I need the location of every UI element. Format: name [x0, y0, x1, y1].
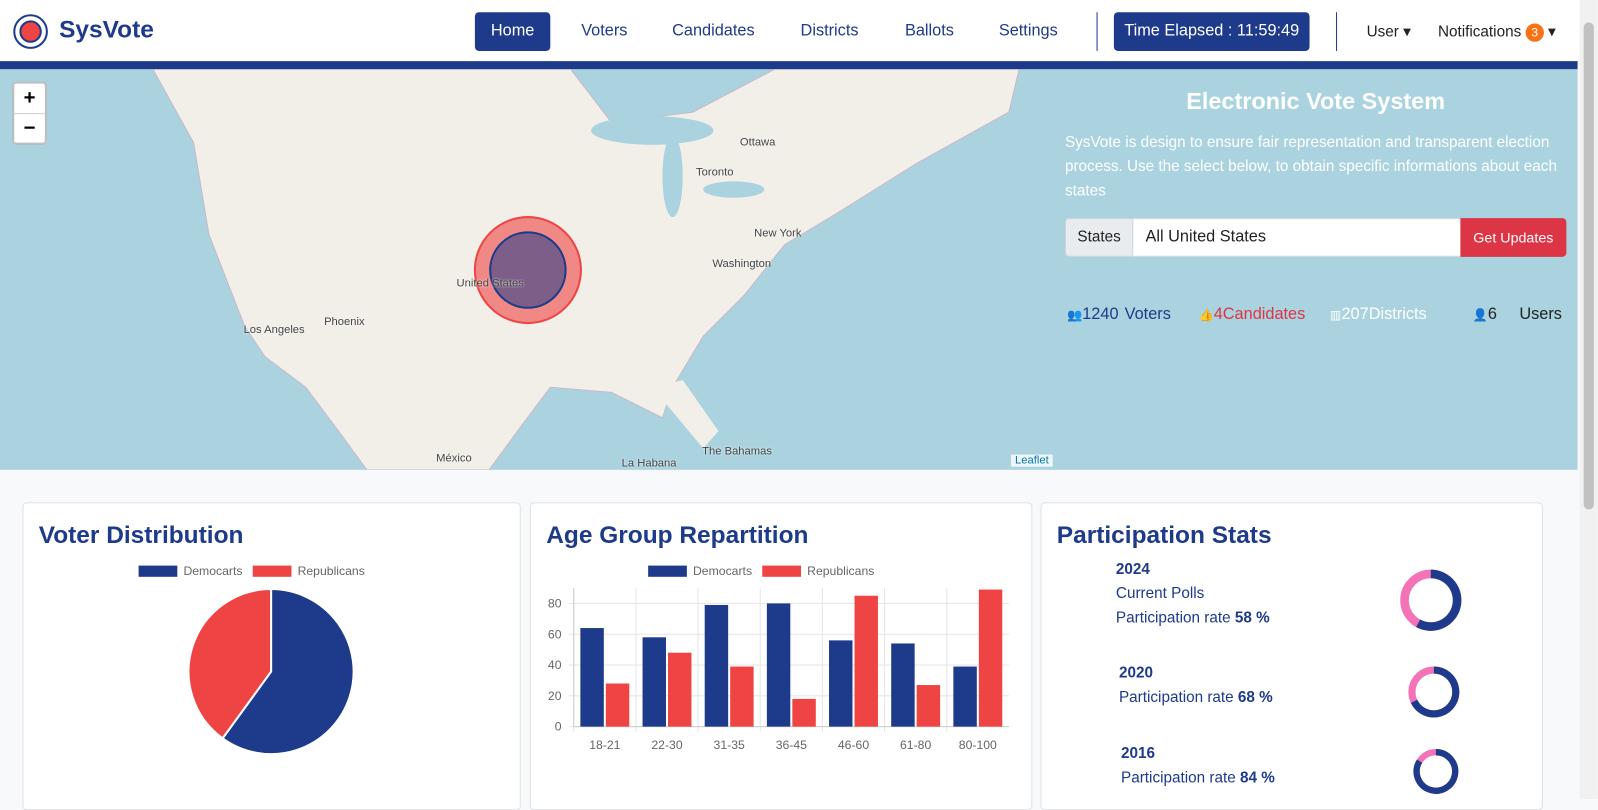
user-label: User — [1366, 23, 1399, 41]
scrollbar — [1579, 0, 1598, 799]
scroll-thumb[interactable] — [1583, 22, 1594, 510]
rate-value: 84 % — [1239, 769, 1275, 787]
rate-label: Participation rate — [1115, 609, 1231, 627]
rate-line: Participation rate 58 % — [1116, 606, 1350, 630]
stat-count: 6 — [1487, 305, 1497, 324]
notification-badge: 3 — [1525, 23, 1544, 42]
stat: 👍4Candidates — [1198, 306, 1305, 324]
divider — [1336, 12, 1338, 51]
stat-label: Voters — [1124, 305, 1171, 324]
accent-bar — [0, 61, 1578, 70]
year: 2020 — [1118, 664, 1153, 682]
notifications-label: Notifications — [1437, 23, 1522, 41]
nav-link[interactable]: Candidates — [672, 22, 755, 40]
zoom-in[interactable]: + — [14, 84, 45, 115]
lake — [662, 135, 683, 218]
nav-link[interactable]: Home — [474, 12, 551, 51]
brand[interactable]: SysVote — [59, 16, 154, 44]
participation-row: 2020 Participation rate 68 % — [1119, 661, 1353, 710]
map-label: Washington — [712, 257, 772, 271]
zoom-out[interactable]: − — [23, 117, 36, 140]
get-updates-button[interactable]: Get Updates — [1460, 218, 1567, 257]
stat-icon: 👍 — [1198, 307, 1214, 323]
note: Current Polls — [1115, 584, 1205, 603]
land — [152, 69, 1020, 470]
map-label: México — [436, 452, 472, 465]
hero-description: SysVote is design to ensure fair represe… — [1064, 133, 1557, 200]
participation-card: Participation Stats — [1040, 502, 1543, 810]
stat-label: Districts — [1368, 305, 1427, 324]
rate-label: Participation rate — [1121, 769, 1236, 787]
participation-row: 2016 Participation rate 84 % — [1121, 742, 1355, 791]
user-menu[interactable]: User ▾ — [1366, 23, 1411, 41]
navbar: SysVote Home Voters Candidates Districts Bal… — [0, 0, 1598, 62]
map-label: Los Angeles — [243, 324, 305, 337]
bar-card: Age Group Repartition — [529, 502, 1033, 810]
timer: Time Elapsed : 11:59:49 — [1113, 12, 1310, 51]
stat: 👥1240 Voters — [1067, 306, 1171, 324]
map-label: Phoenix — [324, 315, 365, 329]
nav-link[interactable]: Settings — [998, 22, 1058, 40]
select-label: States — [1064, 218, 1134, 257]
zoom-control: + − — [12, 81, 47, 145]
card-title: Age Group Repartition — [546, 521, 809, 550]
land — [652, 380, 719, 449]
stat: 👤6 Users — [1473, 306, 1562, 324]
hero-title: Electronic Vote System — [1186, 87, 1446, 115]
year: 2024 — [1115, 560, 1150, 578]
attribution[interactable]: Leaflet — [1010, 454, 1053, 467]
map-label: Ottawa — [739, 136, 776, 149]
notifications-menu[interactable]: Notifications 3 ▾ — [1437, 23, 1556, 42]
stat-icon: 👤 — [1472, 307, 1488, 323]
map-tiles — [152, 69, 1020, 470]
rate-value: 58 % — [1234, 609, 1270, 627]
participation-row: 2024 Current Polls Participation rate 58 % — [1116, 557, 1350, 630]
divider — [1096, 12, 1098, 51]
logo — [13, 14, 48, 49]
map-label: The Bahamas — [702, 445, 772, 458]
nav-link[interactable]: Voters — [581, 22, 628, 40]
pie-card: Voter Distribution — [22, 502, 521, 810]
rate-line: Participation rate 84 % — [1121, 766, 1355, 790]
stat-icon: 👥 — [1066, 307, 1083, 323]
region-circle[interactable] — [489, 231, 567, 309]
stat-count: 207 — [1341, 305, 1369, 324]
nav-link[interactable]: Districts — [800, 22, 859, 40]
stat-label: Candidates — [1222, 305, 1306, 324]
rate-value: 68 % — [1237, 688, 1273, 707]
year: 2016 — [1121, 744, 1156, 763]
lake — [703, 181, 765, 198]
stat-count: 4 — [1213, 305, 1223, 324]
rate-label: Participation rate — [1118, 688, 1234, 707]
stat-label: Users — [1519, 305, 1562, 324]
map-label: United States — [456, 277, 524, 290]
stat: ▥207Districts — [1330, 306, 1427, 324]
map-label: La Habana — [621, 457, 677, 470]
rate-line: Participation rate 68 % — [1119, 686, 1353, 710]
stat-count: 1240 — [1082, 305, 1119, 324]
state-select[interactable]: All United States — [1132, 218, 1463, 257]
map-label: New York — [754, 227, 802, 240]
card-title: Voter Distribution — [38, 521, 244, 550]
map[interactable]: Ottawa Toronto New York Washington United St… — [0, 69, 1578, 470]
map-label: Toronto — [696, 166, 734, 179]
nav-link[interactable]: Ballots — [904, 22, 954, 40]
stat-icon: ▥ — [1329, 307, 1342, 323]
card-title: Participation Stats — [1056, 521, 1272, 550]
lake — [591, 116, 714, 145]
